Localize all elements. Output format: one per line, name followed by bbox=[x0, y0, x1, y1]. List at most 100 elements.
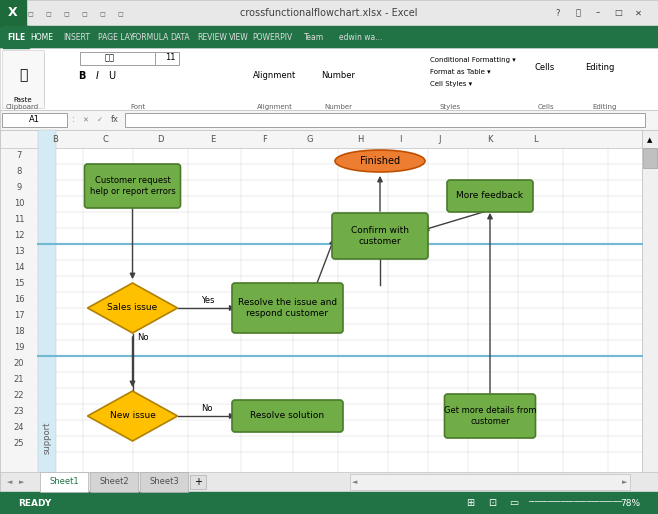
Text: 12: 12 bbox=[14, 231, 24, 241]
Bar bbox=[0, 0, 26, 26]
Text: 17: 17 bbox=[14, 311, 24, 321]
Bar bbox=[40, 472, 88, 492]
Bar bbox=[2, 50, 44, 108]
Text: ─────────────────────────────: ───────────────────────────── bbox=[528, 501, 622, 505]
Text: K: K bbox=[488, 135, 493, 143]
Text: L: L bbox=[533, 135, 538, 143]
Text: ⊡: ⊡ bbox=[488, 498, 496, 508]
Text: VIEW: VIEW bbox=[229, 32, 249, 42]
Text: ▭: ▭ bbox=[509, 498, 519, 508]
Text: DATA: DATA bbox=[170, 32, 190, 42]
Text: Finished: Finished bbox=[360, 156, 400, 166]
Text: ⊞: ⊞ bbox=[466, 498, 474, 508]
Text: FORMULA: FORMULA bbox=[131, 32, 168, 42]
Text: I: I bbox=[95, 71, 99, 81]
Text: 10: 10 bbox=[14, 199, 24, 209]
Text: edwin wa...: edwin wa... bbox=[339, 32, 382, 42]
FancyBboxPatch shape bbox=[447, 180, 533, 212]
Text: 25: 25 bbox=[14, 439, 24, 449]
Bar bbox=[643, 148, 657, 168]
Text: J: J bbox=[439, 135, 442, 143]
Text: Styles: Styles bbox=[440, 104, 461, 110]
Text: 18: 18 bbox=[14, 327, 24, 337]
Text: Clipboard: Clipboard bbox=[5, 104, 39, 110]
Text: ✕: ✕ bbox=[634, 9, 642, 17]
Text: –: – bbox=[596, 9, 600, 17]
Text: ✓: ✓ bbox=[97, 117, 103, 123]
Text: ◻: ◻ bbox=[63, 10, 69, 16]
Text: Sales issue: Sales issue bbox=[107, 303, 158, 313]
Text: Sheet2: Sheet2 bbox=[99, 478, 129, 486]
Text: 13: 13 bbox=[14, 248, 24, 256]
Text: 23: 23 bbox=[14, 408, 24, 416]
Text: 11: 11 bbox=[164, 53, 175, 63]
Bar bbox=[0, 492, 658, 514]
Ellipse shape bbox=[335, 150, 425, 172]
FancyBboxPatch shape bbox=[232, 283, 343, 333]
Bar bbox=[140, 472, 188, 492]
Bar bbox=[642, 130, 658, 492]
Text: Font: Font bbox=[130, 104, 145, 110]
Text: Editing: Editing bbox=[593, 104, 617, 110]
Bar bbox=[90, 472, 138, 492]
Text: Confirm with
customer: Confirm with customer bbox=[351, 226, 409, 246]
Text: ▼: ▼ bbox=[647, 481, 653, 487]
Polygon shape bbox=[88, 391, 178, 441]
Text: Sheet3: Sheet3 bbox=[149, 478, 179, 486]
Text: I: I bbox=[399, 135, 401, 143]
Text: Alignment: Alignment bbox=[253, 70, 297, 80]
Text: Cell Styles ▾: Cell Styles ▾ bbox=[430, 81, 472, 87]
Bar bbox=[0, 110, 658, 130]
Text: +: + bbox=[194, 477, 202, 487]
Text: ◄: ◄ bbox=[7, 479, 13, 485]
Bar bbox=[2, 113, 67, 127]
Text: 11: 11 bbox=[14, 215, 24, 225]
Text: Resolve the issue and
respond customer: Resolve the issue and respond customer bbox=[238, 298, 337, 318]
Text: Paste: Paste bbox=[14, 97, 32, 103]
Text: 8: 8 bbox=[16, 168, 22, 176]
Text: New issue: New issue bbox=[110, 412, 155, 420]
Text: 14: 14 bbox=[14, 264, 24, 272]
Text: A1: A1 bbox=[28, 116, 39, 124]
Text: X: X bbox=[8, 7, 18, 20]
Text: READY: READY bbox=[18, 499, 51, 507]
Text: Team: Team bbox=[304, 32, 324, 42]
Text: 宋体: 宋体 bbox=[105, 53, 115, 63]
Text: No: No bbox=[201, 404, 213, 413]
Text: Cells: Cells bbox=[538, 104, 554, 110]
Text: Yes: Yes bbox=[201, 296, 215, 305]
Text: ◻: ◻ bbox=[99, 10, 105, 16]
Text: 78%: 78% bbox=[620, 499, 640, 507]
Text: H: H bbox=[357, 135, 363, 143]
FancyBboxPatch shape bbox=[232, 400, 343, 432]
Text: crossfunctionalflowchart.xlsx - Excel: crossfunctionalflowchart.xlsx - Excel bbox=[240, 8, 418, 18]
Text: REVIEW: REVIEW bbox=[197, 32, 227, 42]
Text: F: F bbox=[263, 135, 267, 143]
Text: 7: 7 bbox=[16, 152, 22, 160]
Text: 22: 22 bbox=[14, 392, 24, 400]
Bar bbox=[155, 52, 179, 65]
Bar bbox=[0, 26, 658, 48]
Text: Number: Number bbox=[321, 70, 355, 80]
Bar bbox=[38, 130, 56, 492]
Text: ◻: ◻ bbox=[81, 10, 87, 16]
Text: 16: 16 bbox=[14, 296, 24, 304]
Text: ◄: ◄ bbox=[352, 479, 358, 485]
Text: B: B bbox=[78, 71, 86, 81]
Bar bbox=[3, 26, 29, 48]
Polygon shape bbox=[88, 283, 178, 333]
Text: B: B bbox=[52, 135, 58, 143]
Bar bbox=[0, 130, 642, 148]
Bar bbox=[0, 130, 642, 492]
Text: Get more details from
customer: Get more details from customer bbox=[443, 406, 536, 426]
Text: C: C bbox=[102, 135, 108, 143]
Text: □: □ bbox=[614, 9, 622, 17]
Text: 19: 19 bbox=[14, 343, 24, 353]
Bar bbox=[0, 48, 658, 110]
Text: 21: 21 bbox=[14, 376, 24, 384]
Bar bbox=[80, 52, 160, 65]
Bar bbox=[125, 113, 645, 127]
Text: Cells: Cells bbox=[535, 64, 555, 72]
Text: FILE: FILE bbox=[7, 32, 25, 42]
FancyBboxPatch shape bbox=[84, 164, 180, 208]
